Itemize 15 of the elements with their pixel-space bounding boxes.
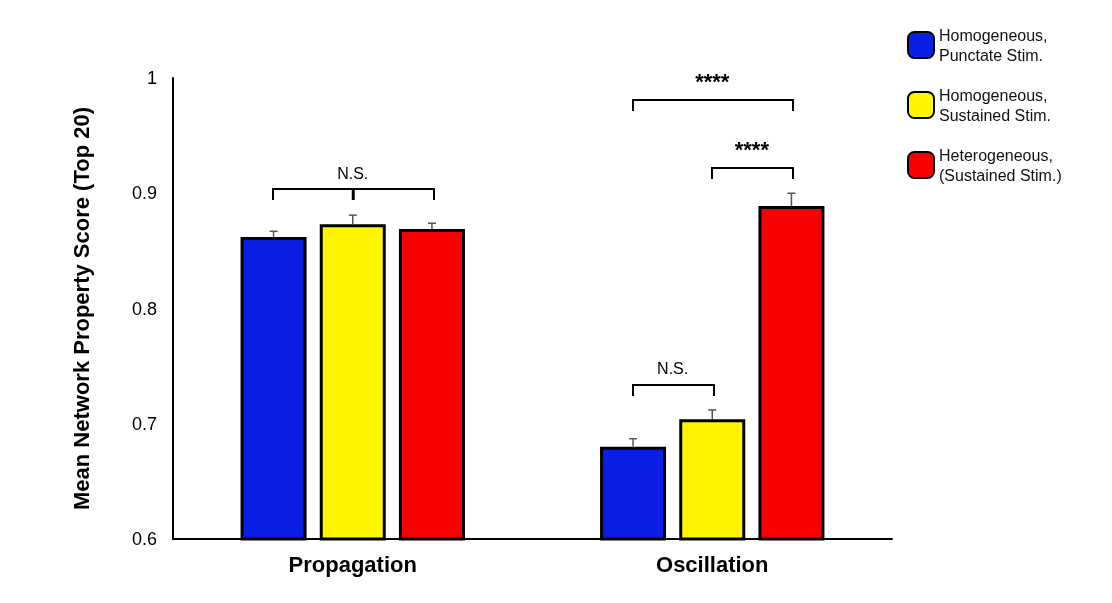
x-tick-label: Propagation xyxy=(288,551,417,577)
annotation: N.S. xyxy=(337,164,369,182)
legend-label: Homogeneous, Punctate Stim. xyxy=(939,26,1052,64)
y-tick-label: 0.9 xyxy=(131,183,157,204)
y-tick-label: 0.7 xyxy=(131,413,157,434)
y-tick-label: 1 xyxy=(146,68,157,88)
legend-label: Heterogeneous, (Sustained Stim.) xyxy=(939,146,1062,184)
annotation: **** xyxy=(695,68,730,94)
y-tick-label: 0.8 xyxy=(131,298,157,319)
annotation: **** xyxy=(734,136,770,162)
y-tick-label: 0.6 xyxy=(131,529,157,549)
x-tick-label: Oscillation xyxy=(656,551,769,577)
y-axis-title: Mean Network Property Score (Top 20) xyxy=(68,106,94,511)
annotation: N.S. xyxy=(657,360,689,378)
legend-label: Homogeneous, Sustained Stim. xyxy=(939,86,1052,124)
